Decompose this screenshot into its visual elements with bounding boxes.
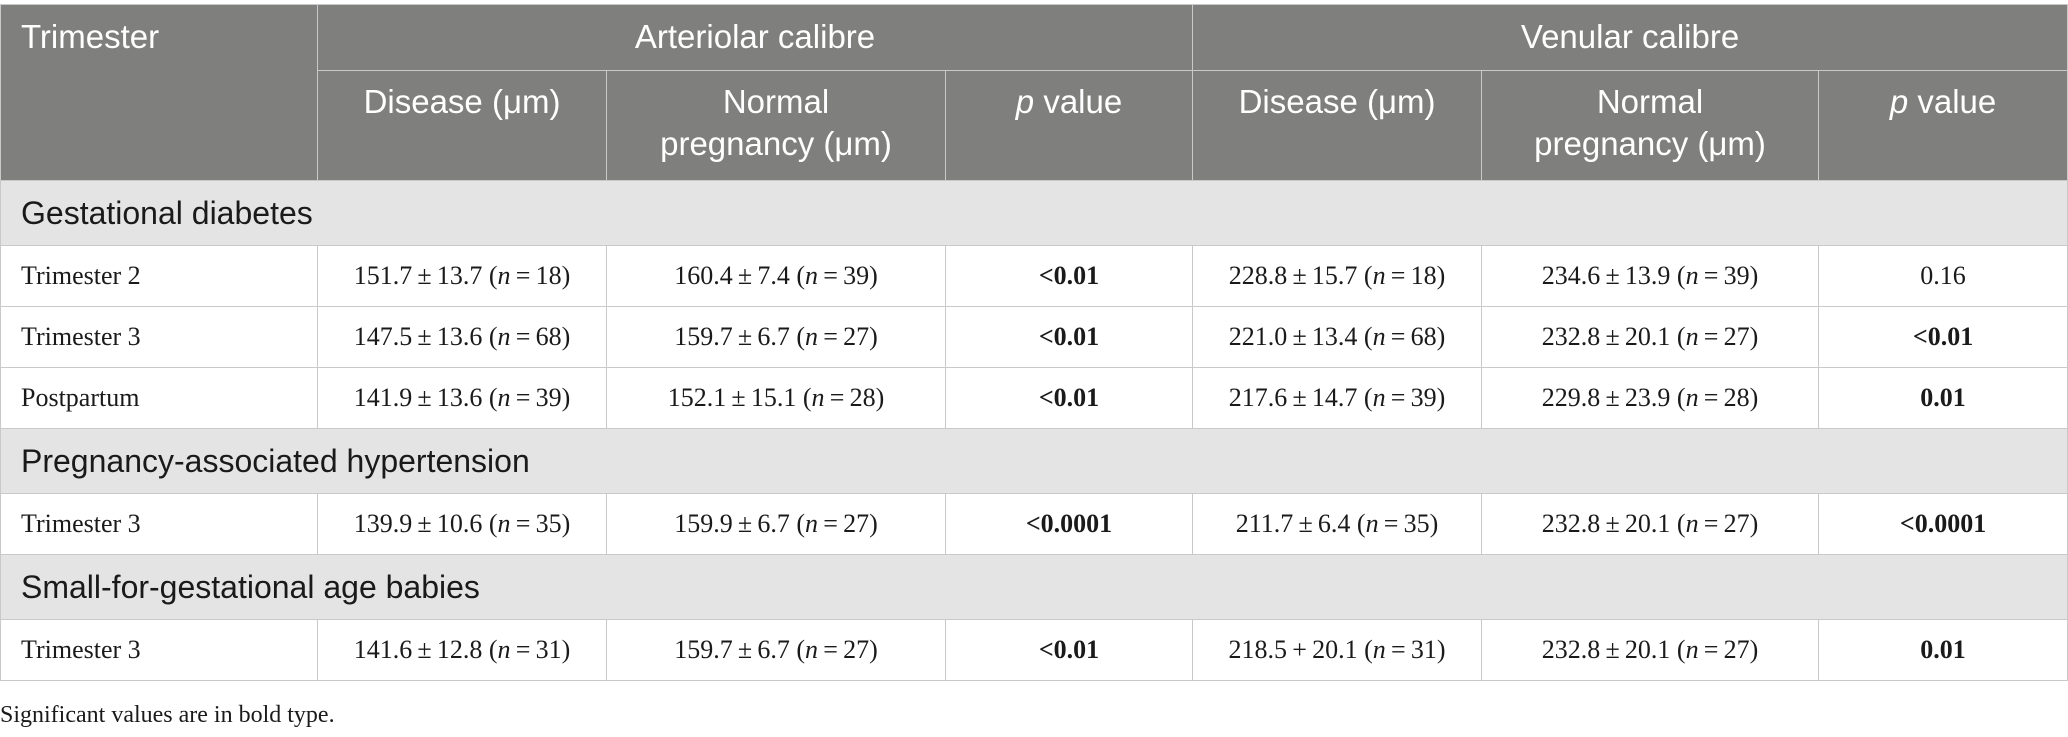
row-label: Trimester 2: [0, 245, 318, 307]
cell-art-p: <0.0001: [944, 493, 1194, 555]
table-row: Trimester 3 141.6 ± 12.8 (n = 31) 159.7 …: [0, 619, 2068, 681]
cell-ven-p: <0.0001: [1818, 493, 2068, 555]
cell-ven-normal: 232.8 ± 20.1 (n = 27): [1481, 619, 1820, 681]
cell-art-disease: 139.9 ± 10.6 (n = 35): [317, 493, 607, 555]
header-trimester: Trimester: [0, 4, 318, 181]
cell-ven-disease: 228.8 ± 15.7 (n = 18): [1192, 245, 1483, 307]
header-art-disease: Disease (μm): [317, 70, 607, 181]
cell-art-p: <0.01: [944, 367, 1194, 429]
cell-ven-normal: 232.8 ± 20.1 (n = 27): [1481, 493, 1820, 555]
cell-ven-normal: 234.6 ± 13.9 (n = 39): [1481, 245, 1820, 307]
cell-ven-disease: 217.6 ± 14.7 (n = 39): [1192, 367, 1483, 429]
cell-ven-normal: 229.8 ± 23.9 (n = 28): [1481, 367, 1820, 429]
cell-art-disease: 151.7 ± 13.7 (n = 18): [317, 245, 607, 307]
group-pregnancy-associated-hypertension: Pregnancy-associated hypertension: [0, 428, 2068, 494]
cell-art-normal: 160.4 ± 7.4 (n = 39): [606, 245, 946, 307]
row-label: Postpartum: [0, 367, 318, 429]
header-art-normal: Normal pregnancy (μm): [606, 70, 946, 181]
table-row: Trimester 3 139.9 ± 10.6 (n = 35) 159.9 …: [0, 493, 2068, 555]
cell-ven-p: <0.01: [1818, 306, 2068, 368]
group-small-for-gestational-age: Small-for-gestational age babies: [0, 554, 2068, 620]
cell-art-normal: 159.7 ± 6.7 (n = 27): [606, 306, 946, 368]
cell-ven-disease: 218.5 + 20.1 (n = 31): [1192, 619, 1483, 681]
header-arteriolar-calibre: Arteriolar calibre: [316, 4, 1194, 71]
cell-art-p: <0.01: [944, 245, 1194, 307]
cell-ven-p: 0.16: [1818, 245, 2068, 307]
cell-art-disease: 147.5 ± 13.6 (n = 68): [317, 306, 607, 368]
row-label: Trimester 3: [0, 306, 318, 368]
cell-art-normal: 159.9 ± 6.7 (n = 27): [606, 493, 946, 555]
cell-ven-normal: 232.8 ± 20.1 (n = 27): [1481, 306, 1820, 368]
cell-ven-p: 0.01: [1818, 367, 2068, 429]
cell-art-disease: 141.9 ± 13.6 (n = 39): [317, 367, 607, 429]
header-ven-normal: Normal pregnancy (μm): [1481, 70, 1820, 181]
table-footnote: Significant values are in bold type.: [0, 702, 335, 728]
header-ven-disease: Disease (μm): [1192, 70, 1483, 181]
header-venular-calibre: Venular calibre: [1192, 4, 2068, 71]
cell-art-normal: 152.1 ± 15.1 (n = 28): [606, 367, 946, 429]
cell-ven-disease: 221.0 ± 13.4 (n = 68): [1192, 306, 1483, 368]
cell-art-p: <0.01: [944, 306, 1194, 368]
table-row: Trimester 2 151.7 ± 13.7 (n = 18) 160.4 …: [0, 245, 2068, 307]
cell-art-disease: 141.6 ± 12.8 (n = 31): [317, 619, 607, 681]
row-label: Trimester 3: [0, 493, 318, 555]
cell-ven-disease: 211.7 ± 6.4 (n = 35): [1192, 493, 1483, 555]
cell-ven-p: 0.01: [1818, 619, 2068, 681]
table-row: Trimester 3 147.5 ± 13.6 (n = 68) 159.7 …: [0, 306, 2068, 368]
row-label: Trimester 3: [0, 619, 318, 681]
cell-art-p: <0.01: [944, 619, 1194, 681]
header-art-p-value: p value: [944, 70, 1194, 181]
results-table: Trimester Arteriolar calibre Venular cal…: [0, 4, 2068, 681]
header-ven-p-value: p value: [1818, 70, 2068, 181]
group-gestational-diabetes: Gestational diabetes: [0, 180, 2068, 246]
cell-art-normal: 159.7 ± 6.7 (n = 27): [606, 619, 946, 681]
table-row: Postpartum 141.9 ± 13.6 (n = 39) 152.1 ±…: [0, 367, 2068, 429]
